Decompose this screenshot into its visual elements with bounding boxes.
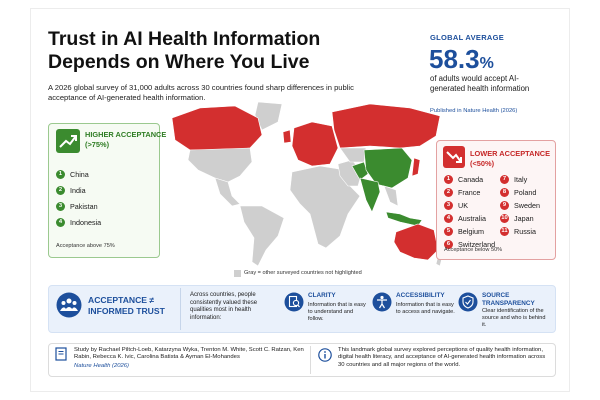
country-item: 6 Switzerland [444, 240, 495, 249]
country-rank: 3 [56, 202, 65, 211]
country-rank: 4 [444, 214, 453, 223]
country-name: Belgium [458, 227, 484, 236]
people-icon [56, 292, 82, 318]
average-label: GLOBAL AVERAGE [430, 33, 505, 42]
country-item: 4 Australia [444, 214, 486, 223]
insight-title-line: INFORMED TRUST [88, 306, 165, 316]
country-rank: 10 [500, 214, 509, 223]
country-rank: 5 [444, 227, 453, 236]
country-rank: 8 [500, 188, 509, 197]
lower-threshold: (<50%) [470, 159, 495, 168]
country-item: 10 Japan [500, 214, 534, 223]
country-rank: 2 [56, 186, 65, 195]
country-item: 1 Canada [444, 175, 483, 184]
journal: Nature Health (2026) [74, 363, 130, 369]
country-name: China [70, 170, 89, 179]
citation: Study by Rachael Piltch-Loeb, Katarzyna … [74, 347, 304, 361]
frame [30, 8, 570, 392]
book-icon [55, 347, 67, 361]
country-item: 2 India [56, 186, 86, 195]
country-item: 4 Indonesia [56, 218, 101, 227]
country-name: Australia [458, 214, 486, 223]
country-item: 5 Belgium [444, 227, 484, 236]
legend-swatch [234, 270, 241, 277]
higher-icon [56, 129, 80, 153]
country-item: 3 UK [444, 201, 468, 210]
country-rank: 1 [56, 170, 65, 179]
higher-title: HIGHER ACCEPTANCE [85, 130, 167, 139]
country-item: 2 France [444, 188, 480, 197]
country-rank: 3 [444, 201, 453, 210]
country-name: Russia [514, 227, 536, 236]
higher-note: Acceptance above 75% [56, 243, 115, 249]
country-name: Canada [458, 175, 484, 184]
quality-title: ACCESSIBILITY [396, 292, 445, 299]
country-rank: 7 [500, 175, 509, 184]
accessibility-icon [372, 292, 392, 312]
transparency-icon [458, 292, 478, 312]
country-rank: 1 [444, 175, 453, 184]
country-name: France [458, 188, 481, 197]
average-value: 58.3 [429, 44, 480, 74]
country-rank: 4 [56, 218, 65, 227]
higher-threshold: (>75%) [85, 140, 110, 149]
average-figure: 58.3% [429, 44, 494, 75]
average-unit: % [479, 55, 494, 72]
average-source: Published in Nature Health (2026) [430, 108, 518, 114]
country-rank: 6 [444, 240, 453, 249]
country-rank: 2 [444, 188, 453, 197]
country-item: 8 Poland [500, 188, 536, 197]
title-line: Depends on Where You Live [48, 51, 310, 73]
divider [180, 288, 181, 330]
country-item: 7 Italy [500, 175, 527, 184]
lower-icon [443, 146, 465, 168]
quality-text: Clear identification of the source and w… [482, 308, 546, 328]
country-name: Sweden [514, 201, 540, 210]
lower-title: LOWER ACCEPTANCE [470, 149, 551, 158]
about: This landmark global survey explored per… [338, 347, 546, 368]
country-name: India [70, 186, 86, 195]
quality-title: SOURCE TRANSPARENCY [482, 292, 535, 307]
country-item: 11 Russia [500, 227, 536, 236]
country-rank: 9 [500, 201, 509, 210]
insight-title-line: ACCEPTANCE ≠ [88, 295, 155, 305]
country-rank: 11 [500, 227, 509, 236]
info-icon [318, 348, 332, 362]
world-map [171, 101, 442, 267]
country-item: 3 Pakistan [56, 202, 98, 211]
divider [310, 346, 311, 374]
country-name: Indonesia [70, 218, 102, 227]
insight-text: Across countries, people consistently va… [190, 292, 258, 321]
clarity-icon [284, 292, 304, 312]
country-name: Pakistan [70, 202, 98, 211]
country-item: 1 China [56, 170, 89, 179]
country-name: Poland [514, 188, 537, 197]
country-item: 9 Sweden [500, 201, 540, 210]
subtitle: A 2026 global survey of 31,000 adults ac… [48, 83, 354, 102]
lower-note: Acceptance below 50% [444, 247, 503, 253]
quality-text: Information that is easy to understand a… [308, 302, 366, 322]
country-name: Japan [514, 214, 534, 223]
footer-box [48, 343, 556, 377]
map-legend: Gray = other surveyed countries not high… [244, 270, 362, 276]
country-name: Switzerland [458, 240, 496, 249]
quality-text: Information that is easy to access and n… [396, 302, 455, 315]
quality-title: CLARITY [308, 292, 336, 299]
country-name: Italy [514, 175, 528, 184]
country-name: UK [458, 201, 468, 210]
title-line: Trust in AI Health Information [48, 28, 321, 50]
average-description: of adults would accept AI-generated heal… [430, 74, 530, 93]
